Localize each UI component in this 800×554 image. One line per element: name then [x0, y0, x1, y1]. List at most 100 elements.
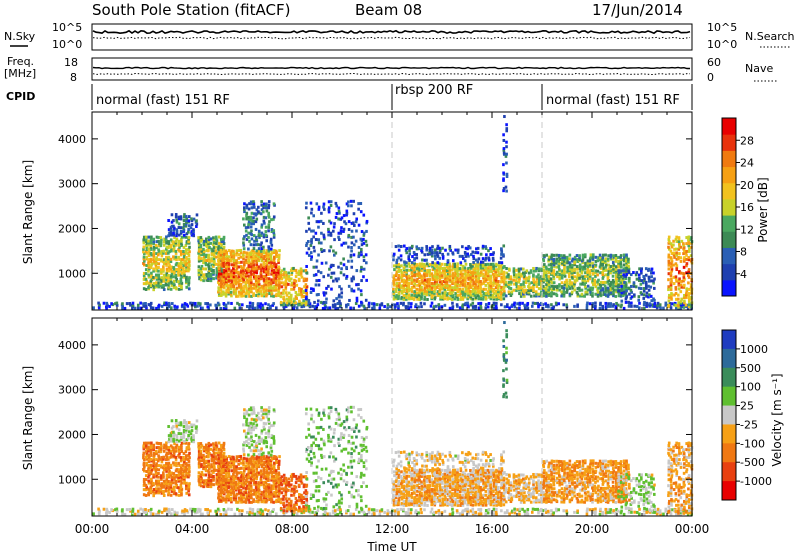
power-cell [479, 270, 483, 274]
power-cell [667, 235, 671, 239]
power-cell [267, 251, 270, 255]
power-cell [583, 255, 587, 259]
power-cell [243, 263, 246, 267]
velocity-cell [154, 491, 158, 495]
power-cell [149, 252, 153, 256]
power-cell [270, 266, 274, 270]
power-cell [350, 229, 354, 233]
power-cell [432, 293, 436, 297]
power-cell [484, 303, 488, 307]
power-cell [562, 271, 566, 275]
velocity-cell [142, 467, 145, 471]
power-cell [163, 303, 166, 307]
power-cell [393, 268, 396, 272]
power-cell [432, 305, 436, 309]
velocity-cell [187, 487, 191, 491]
power-cell [260, 284, 264, 288]
power-cell [495, 262, 498, 266]
power-cell [625, 253, 628, 257]
power-cell [469, 276, 473, 280]
velocity-cell [147, 509, 151, 513]
power-cell [556, 284, 559, 288]
velocity-cell [147, 469, 151, 473]
power-cell [545, 267, 548, 271]
power-cell [674, 286, 678, 290]
power-cell [257, 205, 260, 209]
velocity-cell [170, 430, 174, 434]
power-cell [199, 267, 203, 271]
power-cell [277, 255, 281, 259]
power-cell [652, 297, 655, 301]
power-cell [428, 262, 432, 266]
power-cell [220, 290, 223, 294]
power-cell [464, 270, 467, 274]
velocity-cell [160, 474, 163, 478]
cpid-segment-2: rbsp 200 RF [395, 83, 473, 98]
power-cell [322, 233, 326, 237]
power-cell [252, 253, 255, 257]
power-cell [504, 284, 508, 288]
power-cell [625, 289, 628, 293]
velocity-cell [152, 475, 155, 479]
velocity-cell [679, 509, 683, 513]
velocity-cell [177, 473, 181, 477]
power-cell [264, 225, 268, 229]
power-cell [487, 256, 491, 260]
power-cell [265, 239, 269, 243]
power-cell [487, 249, 490, 253]
velocity-cell [197, 447, 201, 451]
velocity-cell [328, 512, 332, 516]
power-cell [481, 260, 485, 264]
power-cell [481, 264, 485, 268]
power-cell [450, 298, 454, 302]
power-cell [682, 242, 685, 246]
power-cell [277, 253, 281, 257]
power-cell [378, 306, 382, 310]
velocity-cell [397, 510, 400, 514]
power-cell [586, 259, 590, 263]
power-cell [502, 293, 505, 297]
power-cell [430, 295, 434, 299]
power-cell [173, 226, 176, 230]
power-cell [653, 286, 656, 290]
power-cell [610, 257, 613, 261]
power-cell [252, 258, 256, 262]
power-cell [404, 305, 408, 309]
power-cell [448, 273, 452, 277]
power-cell [462, 280, 465, 284]
power-cell [212, 253, 216, 257]
power-cell [176, 305, 179, 309]
power-cell [644, 267, 648, 271]
power-cell [162, 285, 165, 289]
velocity-cell [197, 449, 201, 453]
velocity-cell [455, 509, 459, 513]
velocity-cell [372, 510, 376, 514]
power-cell [280, 285, 284, 289]
velocity-cell [177, 445, 181, 449]
power-cell [527, 285, 530, 289]
power-cell [560, 261, 564, 265]
power-cell [541, 303, 545, 307]
velocity-cell [179, 432, 183, 436]
power-cell [147, 239, 150, 243]
freq-panel: Freq. [MHz] 18 8 60 0 Nave [4, 55, 778, 84]
power-cell [397, 292, 401, 296]
power-cell [672, 251, 676, 255]
velocity-cell [653, 507, 657, 511]
colorbar-swatch [722, 118, 736, 135]
power-cell [162, 243, 166, 247]
power-cell [517, 280, 521, 284]
velocity-cell [180, 487, 184, 491]
velocity-cell [362, 510, 366, 514]
power-cell [175, 269, 179, 273]
power-cell [165, 301, 168, 305]
power-cell [576, 292, 580, 296]
power-cell [294, 301, 298, 305]
power-cell [249, 270, 253, 274]
power-cell [331, 303, 335, 307]
power-cell [157, 277, 161, 281]
power-cell [608, 267, 612, 271]
power-cell [238, 306, 242, 310]
power-cell [598, 265, 602, 269]
power-cell [589, 265, 592, 269]
